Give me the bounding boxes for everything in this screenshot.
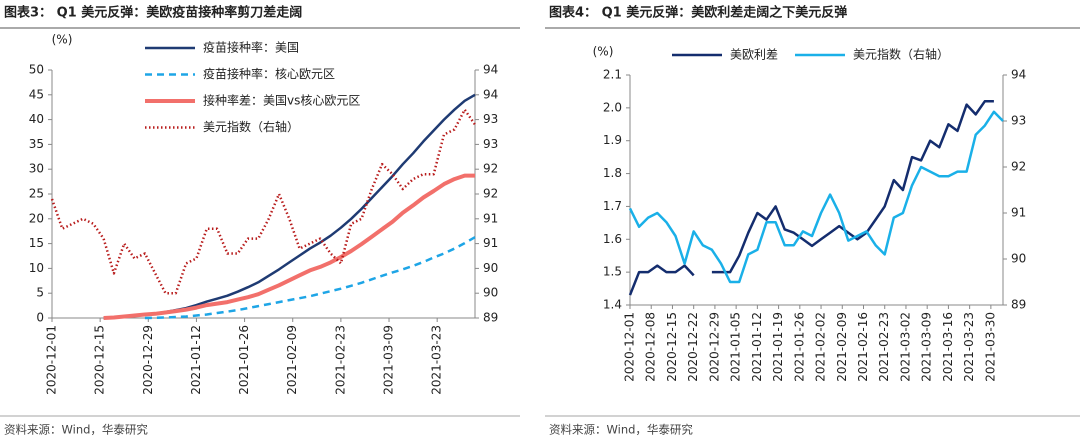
series-line (628, 110, 1004, 284)
y-axis-unit: (%) (593, 45, 614, 59)
y-tick-label: 5 (36, 286, 44, 300)
y-tick-label: 1.4 (603, 298, 622, 312)
y2-tick-label: 91 (483, 236, 498, 250)
x-tick-label: 2020-12-01 (45, 325, 59, 395)
y-tick-label: 1.5 (603, 265, 622, 279)
x-tick-label: 2021-02-09 (835, 312, 849, 382)
y-tick-label: 1.6 (603, 232, 622, 246)
y2-tick-label: 90 (483, 261, 498, 275)
series-line (50, 108, 477, 295)
source: 资料来源：Wind，华泰研究 (549, 423, 693, 437)
y-tick-label: 25 (29, 187, 44, 201)
y2-tick-label: 89 (1011, 298, 1026, 312)
x-tick-label: 2021-01-05 (729, 312, 743, 382)
y-tick-label: 20 (29, 211, 44, 225)
chart-title: 图表4： Q1 美元反弹：美欧利差走阔之下美元反弹 (549, 5, 847, 21)
x-tick-label: 2020-12-08 (644, 312, 658, 382)
x-tick-label: 2021-02-09 (285, 325, 299, 395)
legend-label: 疫苗接种率：核心欧元区 (203, 66, 335, 81)
chart-title: 图表3： Q1 美元反弹：美欧疫苗接种率剪刀差走阔 (4, 5, 302, 21)
legend-label: 美欧利差 (730, 48, 778, 62)
y2-tick-label: 92 (483, 162, 498, 176)
y-tick-label: 1.9 (603, 133, 622, 147)
y-tick-label: 50 (29, 63, 44, 77)
legend-label: 接种率差：美国vs核心欧元区 (203, 93, 360, 108)
x-tick-label: 2021-03-16 (941, 312, 955, 382)
y-tick-label: 40 (29, 112, 44, 126)
y2-tick-label: 91 (1011, 206, 1026, 220)
legend-label: 美元指数（右轴） (203, 119, 299, 134)
x-tick-label: 2021-03-02 (898, 312, 912, 382)
y2-tick-label: 93 (483, 112, 498, 126)
y2-tick-label: 93 (1011, 114, 1026, 128)
y2-tick-label: 90 (483, 286, 498, 300)
x-tick-label: 2021-01-26 (792, 312, 806, 382)
y2-tick-label: 94 (483, 87, 498, 101)
x-tick-label: 2020-12-15 (93, 325, 107, 395)
source: 资料来源：Wind，华泰研究 (4, 423, 148, 437)
y-tick-label: 30 (29, 162, 44, 176)
series-line (103, 173, 475, 320)
y2-tick-label: 93 (483, 137, 498, 151)
y2-tick-label: 94 (1011, 68, 1026, 82)
y2-tick-label: 90 (1011, 252, 1026, 266)
x-tick-label: 2020-12-01 (623, 312, 637, 382)
x-tick-label: 2021-02-23 (877, 312, 891, 382)
y-tick-label: 35 (29, 137, 44, 151)
x-tick-label: 2021-03-30 (983, 312, 997, 382)
y2-tick-label: 92 (1011, 160, 1026, 174)
x-tick-label: 2021-02-23 (333, 325, 347, 395)
x-tick-label: 2021-02-02 (814, 312, 828, 382)
y-tick-label: 1.8 (603, 166, 622, 180)
y-tick-label: 15 (29, 236, 44, 250)
y2-tick-label: 94 (483, 63, 498, 77)
legend-label: 美元指数（右轴） (853, 47, 949, 62)
y-tick-label: 2.1 (603, 68, 622, 82)
y-tick-label: 10 (29, 261, 44, 275)
y-axis-unit: (%) (52, 33, 73, 47)
x-tick-label: 2021-03-23 (430, 325, 444, 395)
y-tick-label: 2.0 (603, 100, 622, 114)
x-tick-label: 2021-03-09 (382, 325, 396, 395)
x-tick-label: 2020-12-29 (141, 325, 155, 395)
y-tick-label: 1.7 (603, 199, 622, 213)
x-tick-label: 2021-01-12 (189, 325, 203, 395)
legend-label: 疫苗接种率：美国 (203, 40, 299, 55)
y2-tick-label: 92 (483, 187, 498, 201)
x-tick-label: 2021-01-12 (750, 312, 764, 382)
x-tick-label: 2021-02-16 (856, 312, 870, 382)
y-tick-label: 0 (36, 311, 44, 325)
x-tick-label: 2021-01-19 (771, 312, 785, 382)
y2-tick-label: 89 (483, 311, 498, 325)
series-line (144, 236, 476, 320)
x-tick-label: 2021-03-23 (962, 312, 976, 382)
y2-tick-label: 91 (483, 211, 498, 225)
x-tick-label: 2021-03-09 (920, 312, 934, 382)
x-tick-label: 2020-12-22 (686, 312, 700, 382)
series-line (628, 100, 994, 296)
x-tick-label: 2021-01-26 (237, 325, 251, 395)
x-tick-label: 2020-12-29 (707, 312, 721, 382)
y-tick-label: 45 (29, 87, 44, 101)
x-tick-label: 2020-12-15 (665, 312, 679, 382)
